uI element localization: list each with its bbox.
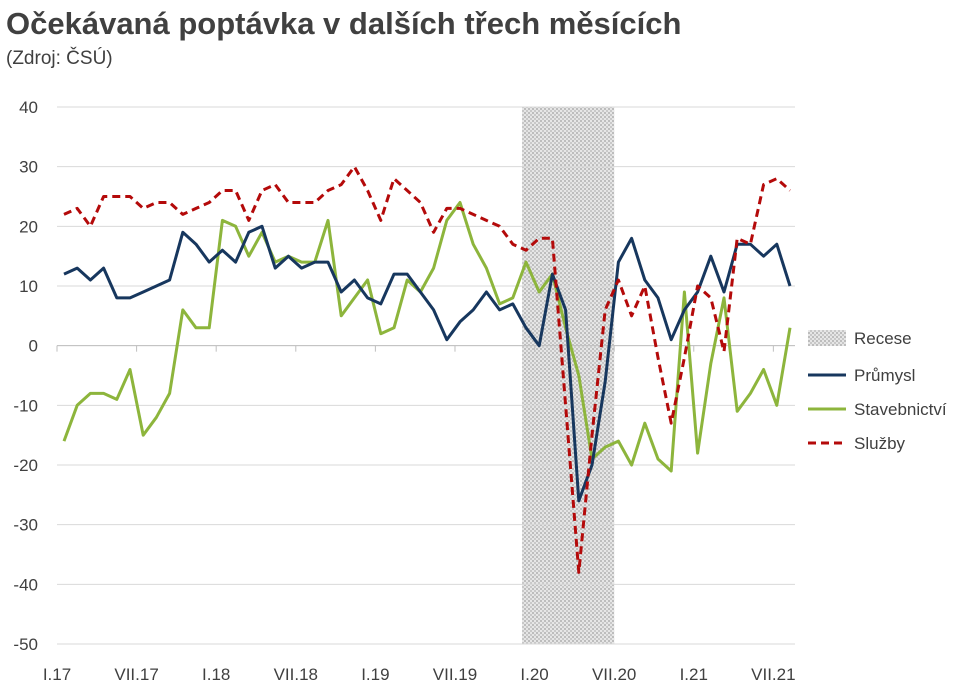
y-tick-label: -50 [13, 635, 38, 654]
y-tick-label: -20 [13, 456, 38, 475]
y-tick-label: 40 [19, 98, 38, 117]
legend-label-průmysl: Průmysl [854, 366, 915, 385]
legend-label-recese: Recese [854, 329, 912, 348]
x-tick-label: VII.18 [274, 665, 318, 684]
y-tick-label: 20 [19, 217, 38, 236]
chart-subtitle: (Zdroj: ČSÚ) [6, 48, 113, 69]
legend-swatch-recese [808, 330, 846, 346]
x-tick-label: I.20 [520, 665, 548, 684]
y-tick-label: 0 [29, 337, 38, 356]
series-line-stavebnictví [62, 201, 792, 473]
series-line-průmysl [63, 224, 792, 503]
y-tick-label: 10 [19, 277, 38, 296]
chart-title: Očekávaná poptávka v dalších třech měsíc… [6, 6, 682, 41]
x-tick-label: I.19 [361, 665, 389, 684]
y-tick-label: -10 [13, 396, 38, 415]
legend-label-služby: Služby [854, 434, 906, 453]
y-tick-label: -30 [13, 516, 38, 535]
y-tick-label: -40 [13, 575, 38, 594]
x-tick-label: I.21 [680, 665, 708, 684]
x-tick-label: VII.20 [592, 665, 636, 684]
recession-band [522, 107, 615, 644]
x-tick-label: VII.21 [751, 665, 795, 684]
series-line-služby [63, 165, 792, 574]
x-tick-label: I.17 [43, 665, 71, 684]
legend-label-stavebnictví: Stavebnictví [854, 400, 947, 419]
y-tick-label: 30 [19, 158, 38, 177]
x-tick-label: VII.17 [114, 665, 158, 684]
x-tick-label: VII.19 [433, 665, 477, 684]
x-tick-label: I.18 [202, 665, 230, 684]
